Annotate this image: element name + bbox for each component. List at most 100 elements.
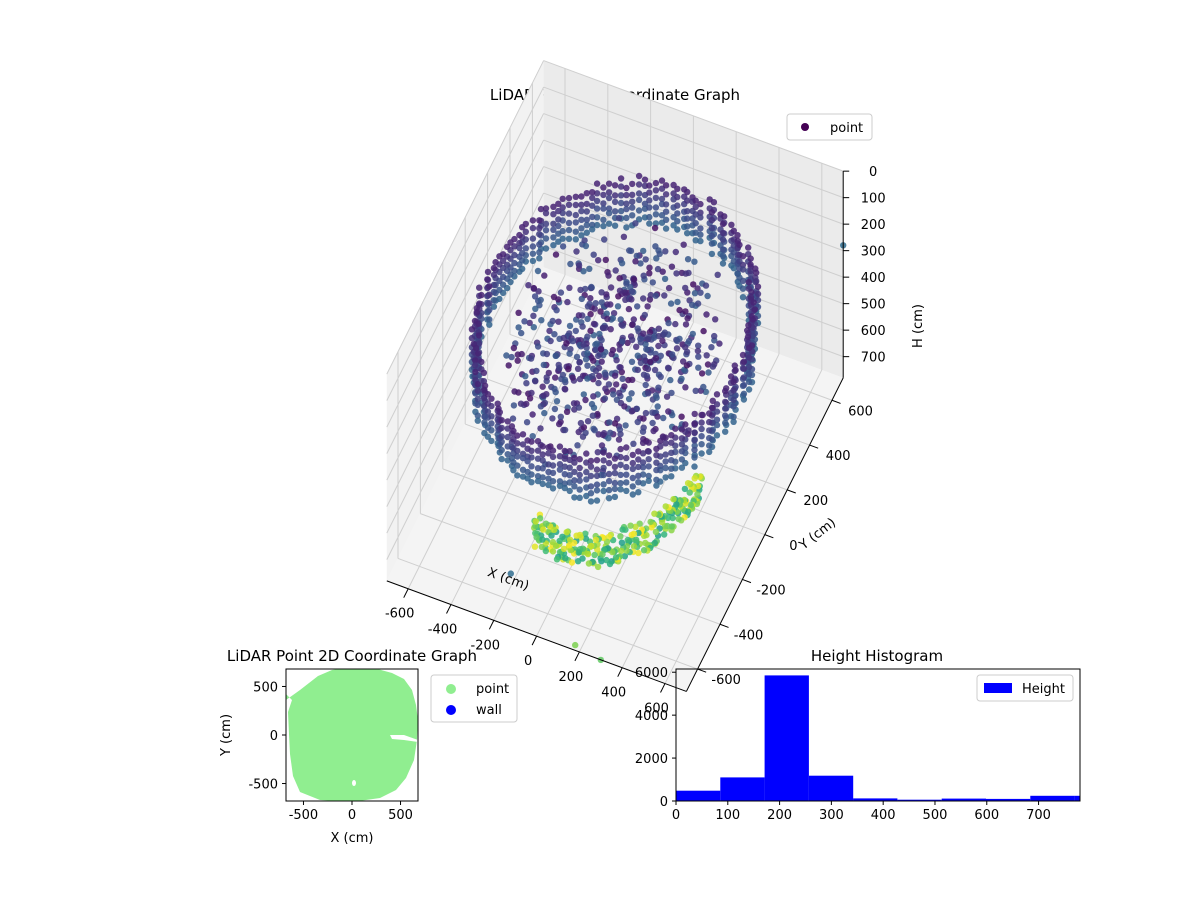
chart-2d-legend-marker-wall [446,705,456,715]
scatter-point [474,417,481,424]
scatter-point [734,232,741,239]
scatter-point [518,350,525,358]
scatter-point [629,459,636,467]
scatter-point [740,381,748,389]
chart-2d-legend-marker-point [446,684,456,694]
scatter-point [629,212,636,219]
scatter-point [732,366,739,374]
scatter-point [702,282,710,289]
scatter-point [683,348,691,356]
scatter-point [661,292,668,299]
scatter-point [600,430,608,437]
scatter-point [593,205,601,212]
scatter-point [605,495,613,502]
scatter-point [590,393,597,400]
scatter-point [740,374,748,381]
scatter-point [713,391,721,398]
scatter-point [498,438,505,445]
scatter-point [533,367,540,375]
scatter-point [598,442,606,449]
scatter-point [587,483,595,490]
scatter-point [704,361,712,368]
scatter-point [635,207,643,214]
scatter-point [674,337,681,345]
scatter-point [739,261,747,269]
scatter-point [584,350,591,357]
scatter-point [682,384,689,391]
scatter-point [682,284,689,292]
grid-line-z [543,192,844,305]
scatter-point [574,558,582,565]
scatter-point [498,417,505,424]
scatter-point [584,418,592,425]
scatter-point [730,396,737,403]
scatter-point [691,446,698,454]
scatter-point [536,241,543,248]
scatter-point [650,427,657,435]
scatter-point [611,463,619,471]
scatter-point [581,237,588,244]
scatter-point [561,376,569,384]
scatter-point [740,396,748,403]
y-tick-label: 2000 [635,752,668,767]
scatter-point [747,294,755,301]
z-tick-label: 100 [861,192,886,207]
scatter-point [694,300,702,307]
scatter-point [662,464,669,472]
scatter-point [646,328,654,336]
scatter-point [537,425,544,432]
scatter-point [678,413,685,420]
scatter-point [700,327,707,335]
scatter-point [498,446,505,454]
scatter-point [593,197,601,205]
scatter-point [563,408,571,415]
scatter-point [661,329,668,336]
scatter-point [611,485,619,493]
scatter-point [532,518,539,525]
scatter-point [555,318,562,325]
scatter-point [585,560,593,567]
scatter-point [526,319,533,327]
scatter-point [645,477,652,484]
scatter-point [692,211,699,218]
scatter-point [578,207,585,215]
scatter-point [623,471,630,478]
scatter-point [646,197,653,204]
scatter-point [514,432,521,439]
y-tick-label: -200 [756,584,786,599]
scatter-point [674,193,681,201]
scatter-point [534,465,542,472]
scatter-point [633,405,640,413]
scatter-point [481,419,488,426]
scatter-point [684,315,691,322]
scatter-point [691,463,698,470]
scatter-point [639,459,647,466]
scatter-point [566,350,573,357]
scatter-point [673,345,681,352]
scatter-point [474,395,481,403]
scatter-point [710,199,718,206]
scatter-point [730,418,737,425]
scatter-point [540,392,547,399]
scatter-point [555,238,562,245]
scatter-point [662,191,670,198]
scatter-point [708,216,716,224]
scatter-point [695,342,702,349]
scatter-point [507,239,514,246]
scatter-point [575,549,582,556]
y-tick [697,668,707,673]
scatter-point [691,410,698,418]
scatter-point [496,253,503,260]
scatter-point [643,372,651,380]
scatter-point [709,397,716,404]
scatter-point [654,413,661,420]
scatter-point [639,439,647,446]
scatter-point [607,429,614,436]
scatter-point [739,266,747,273]
scatter-point [703,352,710,359]
scatter-point [708,209,716,216]
scatter-point [583,208,590,215]
scatter-point [754,290,762,298]
scatter-point [646,220,653,227]
scatter-point [575,262,583,269]
